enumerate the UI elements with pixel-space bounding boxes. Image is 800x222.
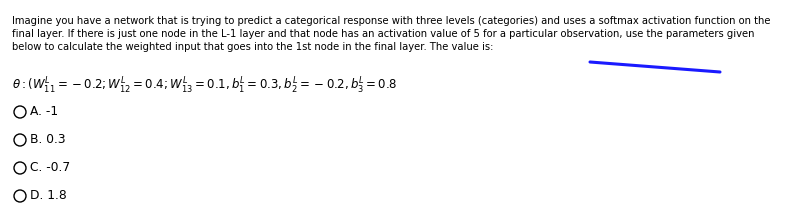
Text: below to calculate the weighted input that goes into the 1st node in the final l: below to calculate the weighted input th… (12, 42, 494, 52)
Text: D. 1.8: D. 1.8 (30, 189, 66, 202)
Text: C. -0.7: C. -0.7 (30, 161, 70, 174)
Text: A. -1: A. -1 (30, 105, 58, 118)
Text: B. 0.3: B. 0.3 (30, 133, 66, 146)
Text: $\theta : (W_{11}^{L} = -0.2; W_{12}^{L} = 0.4; W_{13}^{L} = 0.1, b_{1}^{L} = 0.: $\theta : (W_{11}^{L} = -0.2; W_{12}^{L}… (12, 76, 398, 96)
Text: Imagine you have a network that is trying to predict a categorical response with: Imagine you have a network that is tryin… (12, 16, 770, 26)
Text: final layer. If there is just one node in the L-1 layer and that node has an act: final layer. If there is just one node i… (12, 29, 754, 39)
